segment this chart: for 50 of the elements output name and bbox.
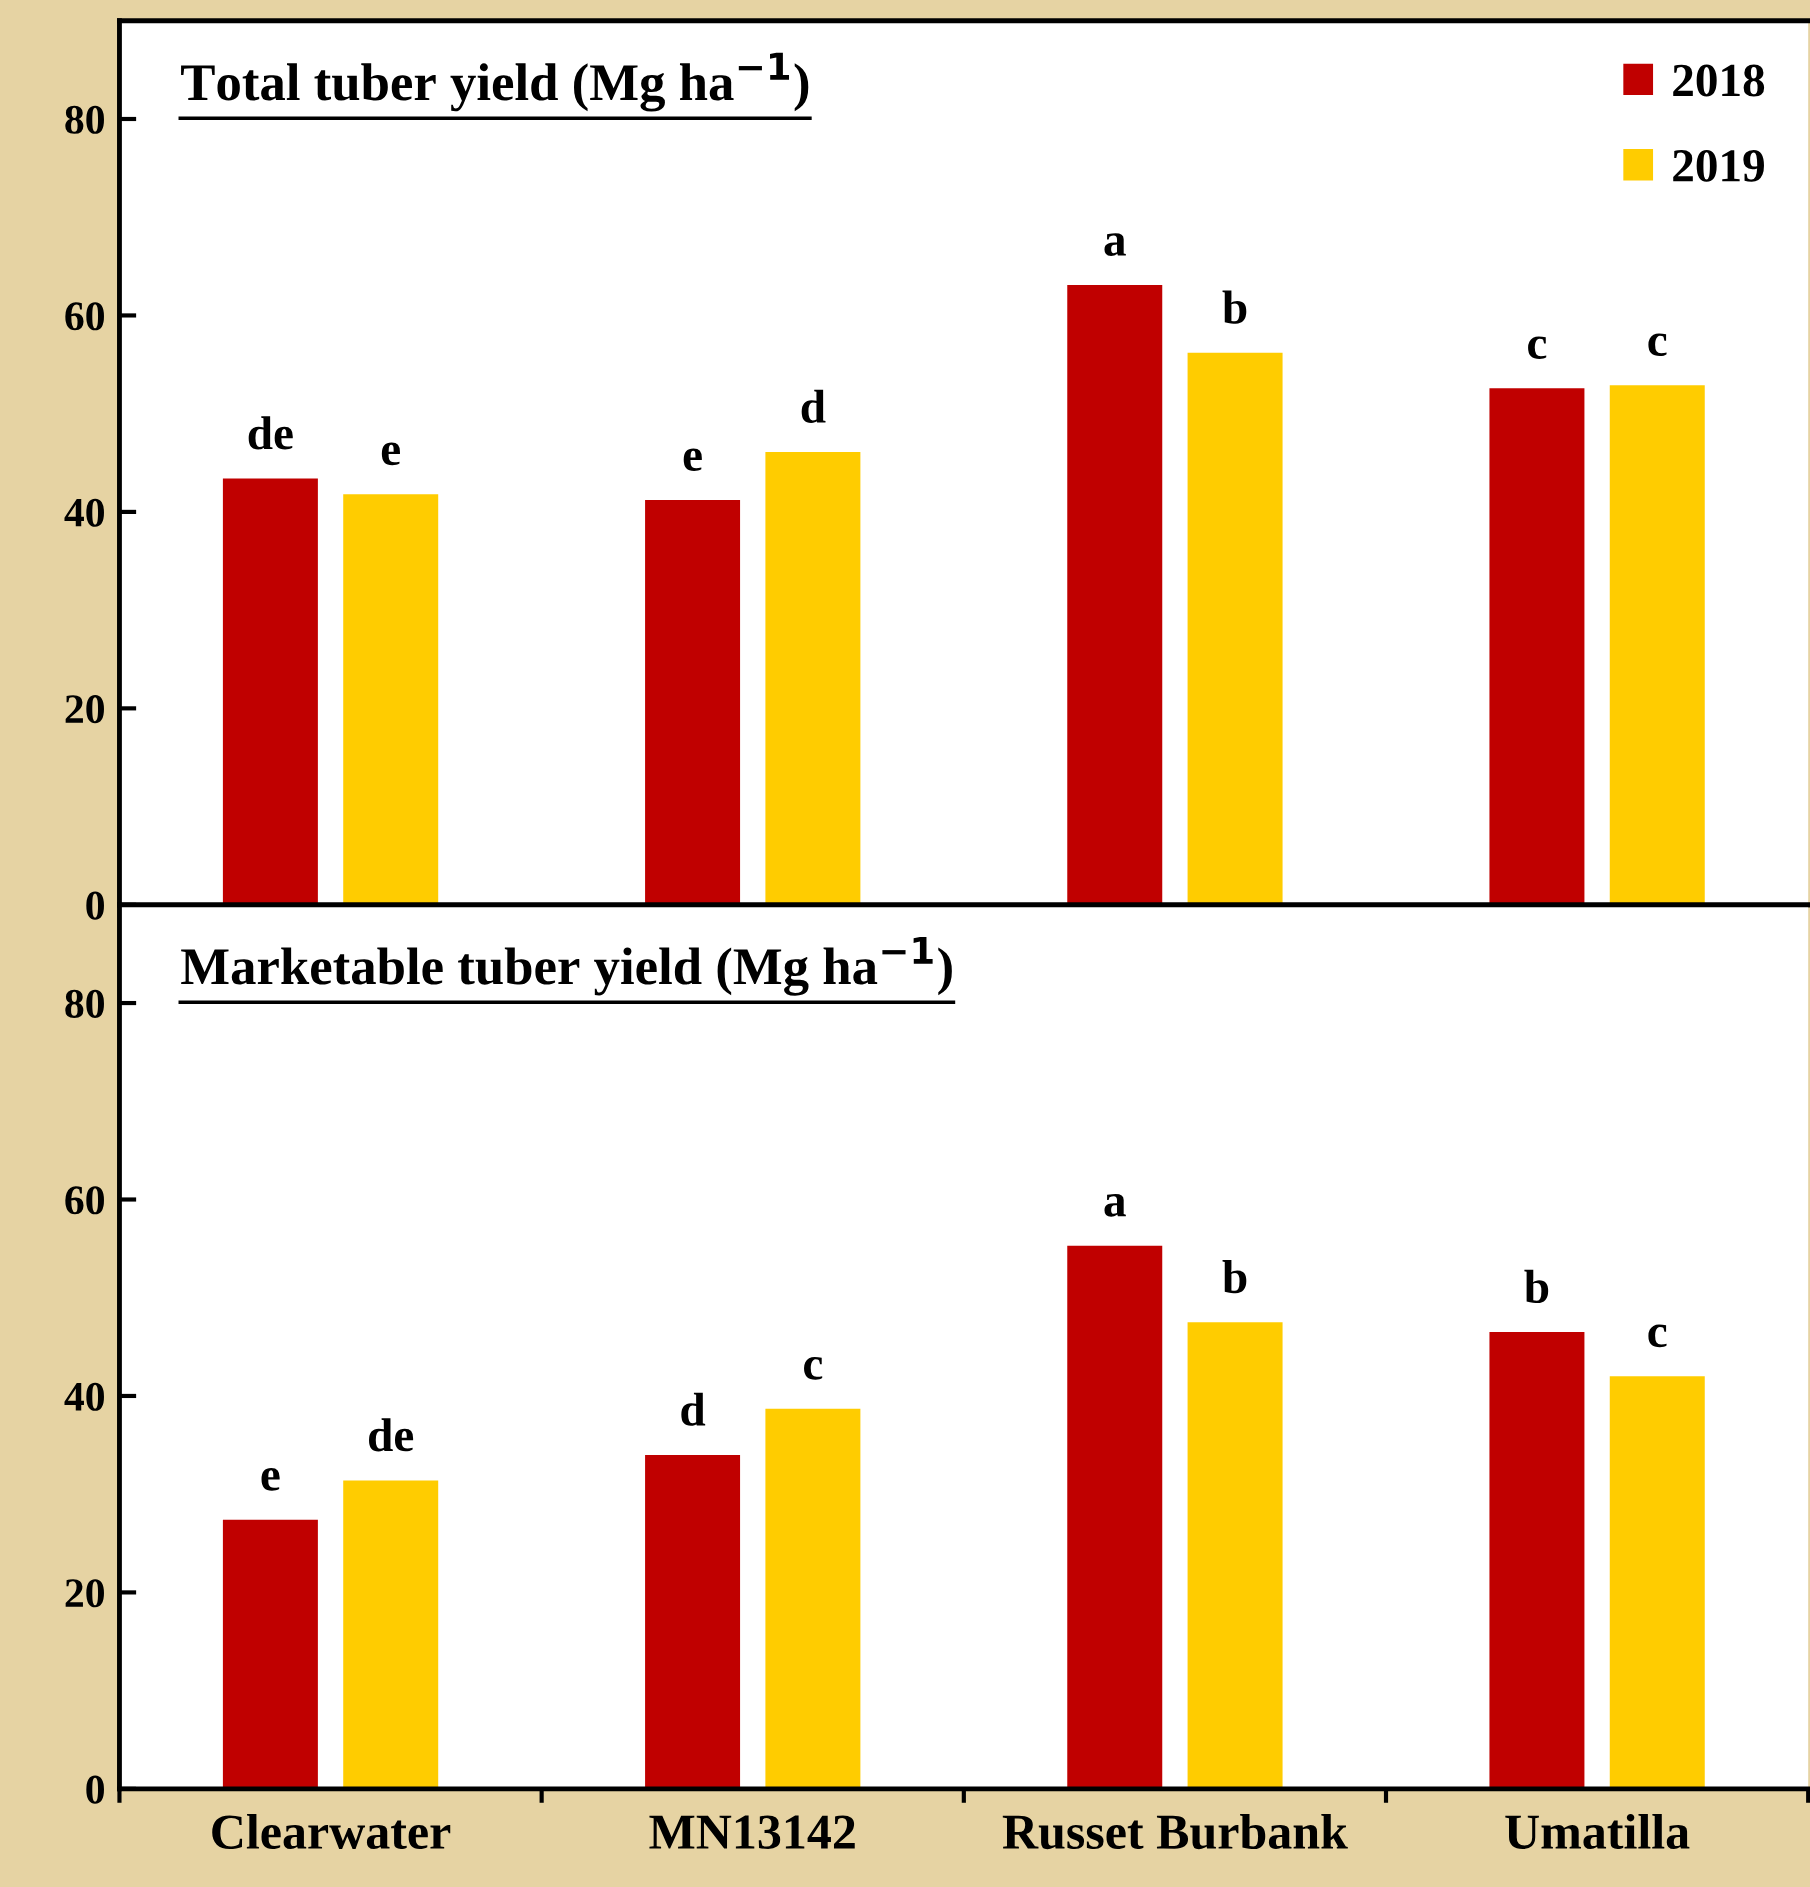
bar [222, 1519, 318, 1789]
bar [343, 494, 439, 905]
data-label: e [381, 442, 400, 466]
bar [765, 451, 861, 905]
data-label: de [248, 416, 293, 450]
bar [222, 478, 318, 905]
text: Total tuber yield (Mg ha$^{−1}$) [181, 52, 809, 112]
y-tick-label: 80 [65, 105, 104, 134]
bar [1609, 385, 1705, 905]
y-tick-label: 40 [64, 1382, 104, 1411]
data-label: b [1524, 1269, 1549, 1304]
y-tick-label: 40 [64, 498, 104, 527]
data-label: de [369, 1418, 414, 1452]
y-tick-label: 0 [86, 891, 104, 920]
bar [1067, 1245, 1163, 1789]
y-tick-label: 80 [65, 989, 104, 1018]
y-tick-label: 20 [65, 1579, 104, 1608]
bar [765, 1408, 861, 1789]
data-label: b [1222, 1260, 1247, 1294]
data-label: b [1222, 290, 1247, 324]
bar [1489, 1332, 1585, 1789]
data-label: c [1528, 336, 1547, 360]
bar [1489, 388, 1585, 905]
data-label: a [1104, 233, 1126, 256]
bar [645, 1454, 741, 1789]
data-label: c [1648, 333, 1667, 357]
data-label: d [801, 389, 826, 423]
bar [1187, 352, 1283, 905]
data-label: e [683, 448, 702, 472]
data-label: e [261, 1468, 280, 1491]
x-tick-label: Umatilla [1505, 1813, 1690, 1850]
data-label: d [681, 1392, 706, 1426]
bar [1067, 284, 1163, 905]
bar [1609, 1376, 1705, 1789]
y-tick-label: 60 [65, 302, 104, 331]
x-tick-label: MN13142 [649, 1815, 855, 1850]
y-tick-label: 20 [65, 695, 104, 724]
legend-label: 2019 [1673, 149, 1764, 182]
legend-label: 2018 [1673, 64, 1765, 97]
data-label: c [804, 1356, 823, 1380]
text: Marketable tuber yield (Mg ha$^{−1}$) [181, 936, 952, 996]
x-tick-label: Clearwater [212, 1813, 451, 1850]
y-tick-label: 60 [65, 1186, 104, 1215]
data-label: c [1648, 1324, 1667, 1348]
data-label: a [1104, 1194, 1126, 1217]
bar [343, 1480, 439, 1789]
bar [1187, 1322, 1283, 1789]
y-tick-label: 0 [86, 1775, 104, 1804]
bar [645, 500, 741, 905]
x-tick-label: Russet Burbank [1002, 1813, 1348, 1850]
